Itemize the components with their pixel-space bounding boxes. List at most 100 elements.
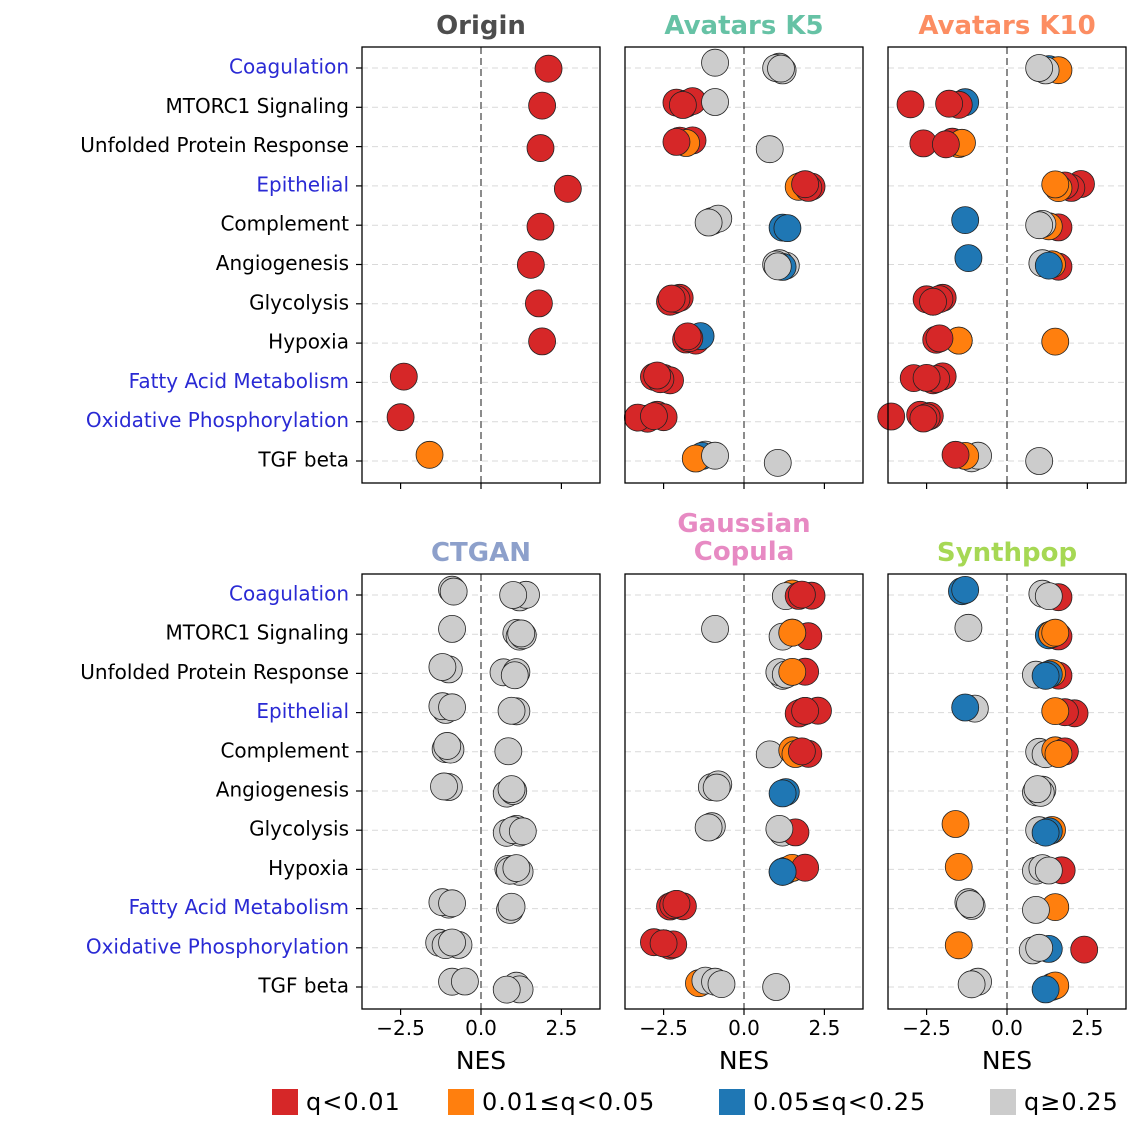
category-label: Epithelial bbox=[256, 172, 349, 196]
category-label: Unfolded Protein Response bbox=[80, 660, 349, 684]
data-point bbox=[553, 174, 582, 203]
x-axis-label: NES bbox=[456, 1046, 506, 1075]
data-point bbox=[957, 970, 986, 999]
legend-label-q1: q<0.01 bbox=[306, 1088, 401, 1116]
data-point bbox=[1025, 447, 1054, 475]
x-tick-label: 0.0 bbox=[991, 1016, 1023, 1040]
data-point bbox=[941, 440, 970, 469]
legend: q<0.01 0.01≤q<0.05 0.05≤q<0.25 q≥0.25 bbox=[0, 1082, 1135, 1122]
data-point bbox=[896, 90, 925, 119]
data-point bbox=[528, 327, 557, 356]
data-point bbox=[765, 815, 794, 843]
data-point bbox=[919, 287, 947, 316]
data-point bbox=[662, 127, 691, 156]
x-tick-label: −2.5 bbox=[902, 1016, 951, 1040]
x-axis-label: NES bbox=[982, 1046, 1032, 1075]
data-point bbox=[935, 89, 964, 118]
legend-swatch-q2 bbox=[448, 1089, 474, 1115]
data-point bbox=[438, 889, 466, 918]
legend-item-q1: q<0.01 bbox=[272, 1082, 401, 1122]
data-point bbox=[428, 653, 457, 681]
x-tick-label: −2.5 bbox=[376, 1016, 425, 1040]
data-point bbox=[941, 810, 970, 838]
data-point bbox=[1025, 211, 1054, 240]
legend-swatch-q1 bbox=[272, 1089, 298, 1115]
data-point bbox=[909, 404, 938, 433]
data-point bbox=[787, 737, 816, 766]
data-point bbox=[1041, 697, 1070, 725]
category-label: TGF beta bbox=[257, 448, 349, 472]
legend-label-q2: 0.01≤q<0.05 bbox=[482, 1088, 656, 1116]
data-point bbox=[497, 892, 526, 921]
data-point bbox=[951, 576, 980, 604]
category-label: Oxidative Phosphorylation bbox=[86, 408, 349, 432]
data-point bbox=[433, 732, 462, 760]
data-point bbox=[778, 618, 807, 647]
category-label: Hypoxia bbox=[268, 330, 349, 354]
category-label: Coagulation bbox=[229, 55, 349, 79]
data-point bbox=[787, 580, 816, 609]
data-point bbox=[499, 581, 528, 609]
panel-title: Gaussian bbox=[677, 509, 810, 539]
data-point bbox=[438, 693, 466, 722]
panel-avatars-k10: Avatars K10 bbox=[877, 11, 1127, 489]
data-point bbox=[1041, 327, 1070, 356]
data-point bbox=[668, 91, 697, 119]
data-point bbox=[439, 577, 468, 606]
data-point bbox=[925, 324, 954, 353]
category-label: MTORC1 Signaling bbox=[165, 621, 349, 645]
category-label: Epithelial bbox=[256, 699, 349, 723]
data-point bbox=[673, 322, 702, 351]
category-label: Coagulation bbox=[229, 582, 349, 606]
data-point bbox=[773, 214, 802, 243]
category-label: Unfolded Protein Response bbox=[80, 133, 349, 157]
legend-label-q3: 0.05≤q<0.25 bbox=[753, 1088, 927, 1116]
legend-swatch-q4 bbox=[990, 1089, 1016, 1115]
data-point bbox=[951, 206, 980, 235]
data-point bbox=[662, 890, 691, 918]
category-label: Fatty Acid Metabolism bbox=[129, 369, 349, 393]
data-point bbox=[1025, 933, 1054, 962]
category-label: TGF beta bbox=[257, 974, 349, 998]
panel-title: Origin bbox=[436, 11, 526, 41]
data-point bbox=[956, 890, 984, 918]
data-point bbox=[507, 619, 536, 648]
data-point bbox=[1031, 661, 1060, 690]
data-point bbox=[954, 613, 983, 642]
data-point bbox=[524, 289, 553, 318]
data-point bbox=[768, 857, 797, 886]
data-point bbox=[643, 361, 672, 390]
x-tick-label: 2.5 bbox=[1071, 1016, 1103, 1040]
data-point bbox=[791, 697, 820, 725]
data-point bbox=[657, 284, 686, 313]
category-label: Fatty Acid Metabolism bbox=[129, 895, 349, 919]
data-point bbox=[1031, 975, 1060, 1004]
data-point bbox=[701, 441, 729, 470]
category-label: Complement bbox=[220, 738, 349, 762]
data-point bbox=[1034, 251, 1063, 280]
data-point bbox=[944, 931, 973, 960]
category-label: Hypoxia bbox=[268, 856, 349, 880]
data-point bbox=[526, 134, 555, 162]
data-point bbox=[951, 693, 980, 722]
data-point bbox=[500, 661, 529, 690]
figure: Coagulation MTORC1 Signaling Unfolded Prot… bbox=[80, 11, 1127, 1075]
category-label: Angiogenesis bbox=[216, 778, 349, 802]
data-point bbox=[438, 615, 466, 643]
x-tick-label: 0.0 bbox=[728, 1016, 760, 1040]
data-point bbox=[415, 440, 444, 469]
panel-title: Avatars K10 bbox=[918, 11, 1095, 41]
panel-title: Avatars K5 bbox=[664, 11, 823, 41]
data-point bbox=[791, 170, 820, 199]
data-point bbox=[649, 929, 678, 958]
data-point bbox=[1022, 896, 1050, 924]
data-point bbox=[1025, 54, 1054, 82]
data-point bbox=[944, 853, 973, 881]
panel-title: Synthpop bbox=[937, 538, 1077, 568]
category-label: Glycolysis bbox=[249, 817, 349, 841]
x-tick-label: 2.5 bbox=[808, 1016, 840, 1040]
data-point bbox=[451, 967, 479, 996]
data-point bbox=[755, 135, 784, 164]
data-point bbox=[494, 737, 523, 766]
